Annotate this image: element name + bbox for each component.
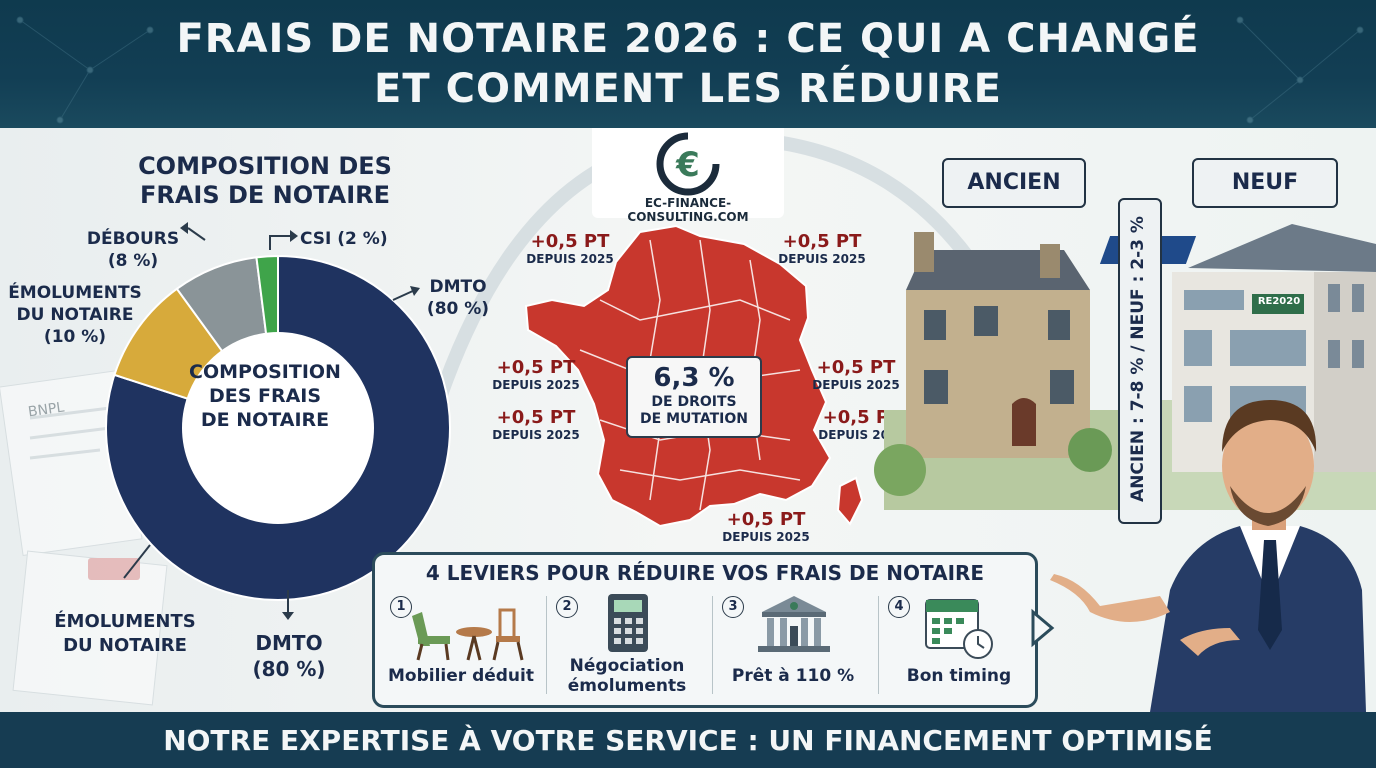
logo-text: EC-FINANCE-CONSULTING.COM (627, 196, 749, 224)
increase-label-5: +0,5 PT DEPUIS 2025 (476, 407, 596, 443)
dmto-label-name: DMTO (429, 277, 487, 297)
euro-icon: € (656, 131, 721, 196)
increase-since: DEPUIS 2025 (722, 530, 810, 544)
debours-label-value: (8 %) (107, 251, 159, 271)
lever-number: 2 (556, 596, 578, 618)
mutation-rate-card: 6,3 % DE DROITS DE MUTATION (626, 356, 762, 438)
donut-center-line-1: COMPOSITION (189, 361, 341, 383)
emoluments-label-value: (10 %) (43, 327, 107, 347)
dmto-label: DMTO (80 %) (418, 276, 498, 320)
lever-item-1: 1 Mobilier déduit (382, 592, 540, 700)
increase-label-3: +0,5 PT DEPUIS 2025 (476, 357, 596, 393)
furniture-icon (412, 608, 524, 661)
increase-value: +0,5 PT (496, 357, 576, 378)
increase-value: +0,5 PT (726, 509, 806, 530)
donut-center-line-3: DE NOTAIRE (200, 409, 330, 431)
increase-since: DEPUIS 2025 (812, 378, 900, 392)
lever-divider (712, 596, 713, 694)
lever-label-line-2: émoluments (567, 676, 687, 696)
increase-label-6: +0,5 PT DEPUIS 2025 (802, 407, 922, 443)
page-title: FRAIS DE NOTAIRE 2026 : CE QUI A CHANGÉ … (0, 14, 1376, 114)
header-banner (0, 0, 1376, 128)
corsica-shape (836, 476, 864, 526)
lever-item-4: 4 Bon timing (880, 592, 1038, 700)
footer-banner (0, 712, 1376, 768)
lever-label: Mobilier déduit (387, 666, 534, 686)
emoluments-bottom-line-2: DU NOTAIRE (63, 635, 187, 656)
network-pattern (16, 16, 1364, 124)
emoluments-label-line-1: ÉMOLUMENTS (8, 283, 142, 303)
title-line-2: ET COMMENT LES RÉDUIRE (374, 66, 1002, 112)
emoluments-label-line-2: DU NOTAIRE (16, 305, 134, 325)
lever-label: Bon timing (906, 666, 1012, 686)
calculator-icon (608, 594, 648, 652)
emoluments-bottom-line-1: ÉMOLUMENTS (54, 611, 196, 632)
old-house-illustration (874, 232, 1120, 510)
increase-value: +0,5 PT (816, 357, 896, 378)
increase-label-1: +0,5 PT DEPUIS 2025 (510, 231, 630, 267)
debours-label-name: DÉBOURS (86, 229, 180, 249)
logo-box: € (592, 128, 784, 218)
donut-hole (182, 332, 374, 524)
increase-since: DEPUIS 2025 (526, 252, 614, 266)
svg-text:€: € (675, 145, 700, 185)
composition-title-line-1: COMPOSITION DES (138, 152, 392, 180)
re2020-label: RE2020 (1257, 296, 1301, 307)
lever-number: 1 (390, 596, 412, 618)
mutation-rate-line-1: DE DROITS (651, 394, 737, 410)
lever-item-2: 2 Négociation émoluments (548, 592, 706, 700)
neuf-tag: NEUF (1192, 158, 1338, 208)
dmto-bottom-name: DMTO (255, 631, 323, 655)
increase-label-4: +0,5 PT DEPUIS 2025 (796, 357, 916, 393)
lever-item-3: 3 Prêt à 110 % (714, 592, 872, 700)
mutation-rate-line-2: DE MUTATION (640, 411, 748, 427)
lever-label: Prêt à 110 % (731, 666, 855, 686)
dmto-bottom-label: DMTO (80 %) (244, 630, 334, 682)
ancien-tag: ANCIEN (942, 158, 1086, 208)
dmto-label-value: (80 %) (426, 299, 490, 319)
dmto-bottom-value: (80 %) (252, 657, 326, 681)
rates-tag (1118, 198, 1162, 524)
footer-text: NOTRE EXPERTISE À VOTRE SERVICE : UN FIN… (163, 724, 1213, 757)
lever-number: 3 (722, 596, 744, 618)
increase-value: +0,5 PT (822, 407, 902, 428)
increase-label-2: +0,5 PT DEPUIS 2025 (762, 231, 882, 267)
increase-label-7: +0,5 PT DEPUIS 2025 (706, 509, 826, 545)
emoluments-bottom-label: ÉMOLUMENTS DU NOTAIRE (40, 610, 210, 658)
composition-title: COMPOSITION DES FRAIS DE NOTAIRE (100, 152, 430, 210)
levers-title: 4 LEVIERS POUR RÉDUIRE VOS FRAIS DE NOTA… (425, 561, 985, 585)
composition-title-line-2: FRAIS DE NOTAIRE (139, 181, 391, 209)
increase-since: DEPUIS 2025 (778, 252, 866, 266)
donut-center-line-2: DES FRAIS (208, 385, 322, 407)
debours-label: DÉBOURS (8 %) (78, 228, 188, 272)
calendar-clock-icon (925, 599, 993, 659)
title-line-1: FRAIS DE NOTAIRE 2026 : CE QUI A CHANGÉ (176, 16, 1200, 62)
increase-since: DEPUIS 2025 (492, 378, 580, 392)
increase-value: +0,5 PT (496, 407, 576, 428)
bank-icon (758, 596, 830, 652)
donut-center-label: COMPOSITION DES FRAIS DE NOTAIRE (170, 360, 360, 490)
lever-divider (546, 596, 547, 694)
mutation-rate-value: 6,3 % (653, 363, 735, 393)
increase-since: DEPUIS 2025 (492, 428, 580, 442)
increase-value: +0,5 PT (530, 231, 610, 252)
emoluments-label: ÉMOLUMENTS DU NOTAIRE (10 %) (0, 282, 150, 348)
lever-number: 4 (888, 596, 910, 618)
lever-label-line-1: Négociation (569, 656, 685, 676)
csi-label: CSI (2 %) (300, 229, 388, 249)
lever-divider (878, 596, 879, 694)
increase-value: +0,5 PT (782, 231, 862, 252)
increase-since: DEPUIS 2025 (818, 428, 906, 442)
